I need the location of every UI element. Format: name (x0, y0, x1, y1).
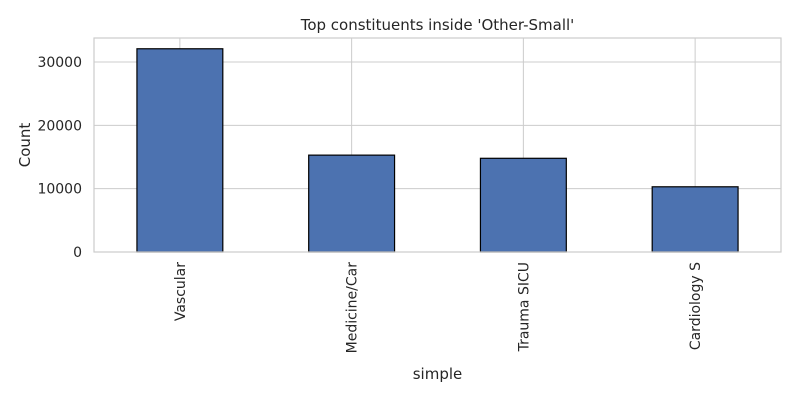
x-tick-label: Cardiology S (688, 262, 704, 350)
x-tick-label: Trauma SICU (516, 262, 532, 352)
bar-layer (136, 48, 739, 253)
x-tick-label: Vascular (173, 262, 189, 321)
plot-frame (93, 37, 782, 253)
y-tick-labels: 0 10000 20000 30000 (37, 55, 82, 261)
y-tick-label: 20000 (37, 118, 82, 134)
y-tick-label: 0 (73, 245, 82, 261)
bar (136, 48, 224, 253)
chart-title: Top constituents inside 'Other-Small' (300, 16, 575, 34)
x-tick-label: Medicine/Car (345, 262, 361, 354)
bar (308, 154, 396, 253)
bar (479, 157, 567, 253)
y-tick-label: 10000 (37, 182, 82, 198)
bar (651, 186, 739, 253)
y-tick-label: 30000 (37, 55, 82, 71)
x-tick-labels: Vascular Medicine/Car Trauma SICU Cardiolog… (173, 262, 704, 354)
y-axis-label: Count (16, 123, 34, 168)
x-axis-label: simple (413, 365, 463, 383)
